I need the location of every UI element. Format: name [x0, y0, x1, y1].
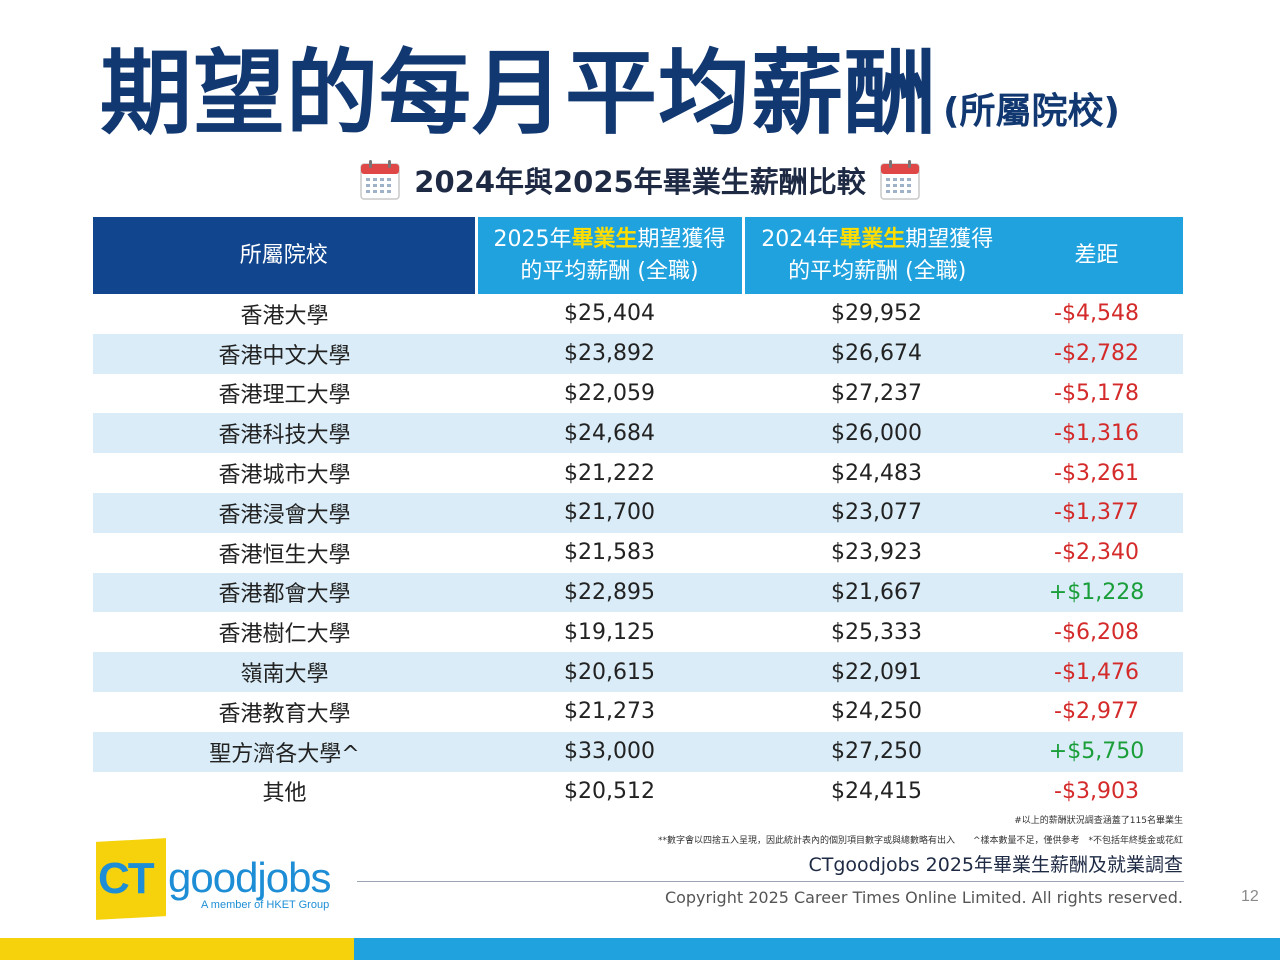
- cell-diff: -$1,316: [1010, 413, 1183, 454]
- cell-diff: -$6,208: [1054, 619, 1139, 645]
- logo-goodjobs: goodjobs: [168, 854, 331, 901]
- cell-2024: $26,674: [743, 333, 1010, 374]
- header-2025: 2025年畢業生期望獲得 的平均薪酬 (全職): [476, 217, 745, 294]
- cell-2024: $26,000: [743, 413, 1010, 454]
- cell-2025: $21,700: [476, 492, 743, 533]
- cell-2024: $21,667: [743, 572, 1010, 613]
- table-row: 嶺南大學 $20,615 $22,091 -$1,476: [93, 652, 1183, 692]
- cell-school: 其他: [262, 781, 307, 807]
- table-row: 香港城市大學 $21,222 $24,483 -$3,261: [93, 453, 1183, 493]
- table-row: 香港都會大學 $22,895 $21,667 +$1,228: [93, 572, 1183, 613]
- cell-school: 香港中文大學: [93, 333, 476, 374]
- cell-2025: $19,125: [564, 619, 655, 645]
- cell-diff: +$1,228: [1010, 572, 1183, 613]
- cell-2025: $24,684: [476, 413, 743, 454]
- copyright: Copyright 2025 Career Times Online Limit…: [664, 888, 1183, 907]
- cell-2025: $23,892: [476, 333, 743, 374]
- notes: #以上的薪酬狀況調查涵蓋了115名畢業生 **數字會以四捨五入呈現，因此統計表內…: [658, 814, 1183, 878]
- cell-school: 香港都會大學: [93, 572, 476, 613]
- cell-school: 香港浸會大學: [93, 492, 476, 533]
- cell-2024: $23,923: [831, 540, 922, 566]
- cell-school: 香港大學: [240, 303, 329, 329]
- cell-2024: $23,077: [743, 492, 1010, 533]
- header-2025-line2: 的平均薪酬 (全職): [520, 258, 699, 284]
- page-title: 期望的每月平均薪酬 (所屬院校): [100, 44, 1120, 144]
- cell-2024: $24,415: [831, 778, 922, 804]
- cell-2024: $22,091: [743, 652, 1010, 692]
- logo-tagline: A member of HKET Group: [201, 899, 330, 911]
- title-sub: (所屬院校): [943, 91, 1120, 132]
- cell-diff: -$2,340: [1054, 540, 1139, 566]
- note-disclaimer: **數字會以四捨五入呈現，因此統計表內的個別項目數字或與總數略有出入 ^樣本數量…: [657, 836, 1183, 846]
- cell-diff: -$1,476: [1010, 652, 1183, 692]
- table-row: 香港教育大學 $21,273 $24,250 -$2,977: [93, 692, 1183, 732]
- cell-diff: -$2,782: [1010, 333, 1183, 374]
- cell-2025: $20,615: [476, 652, 743, 692]
- cell-school: 聖方濟各大學^: [93, 731, 476, 772]
- header-2025-pre: 2025年: [493, 226, 572, 252]
- page-number: 12: [1241, 888, 1259, 905]
- cell-diff: -$3,903: [1054, 778, 1139, 804]
- calendar-icon: [360, 160, 401, 200]
- table-row: 香港科技大學 $24,684 $26,000 -$1,316: [93, 413, 1183, 454]
- cell-school: 嶺南大學: [93, 652, 476, 692]
- footer-band-yellow: [0, 938, 354, 960]
- cell-school: 香港理工大學: [218, 383, 351, 409]
- cell-school: 香港教育大學: [218, 701, 351, 727]
- header-2024: 2024年畢業生期望獲得 的平均薪酬 (全職): [743, 217, 1010, 294]
- cell-diff: -$4,548: [1054, 301, 1139, 327]
- cell-2024: $29,952: [831, 301, 922, 327]
- cell-diff: -$2,977: [1054, 699, 1139, 725]
- logo-ct: CT: [98, 854, 155, 903]
- salary-table: 所屬院校 2025年畢業生期望獲得 的平均薪酬 (全職) 2024年畢業生期望獲…: [93, 217, 1183, 811]
- cell-school: 香港科技大學: [93, 413, 476, 454]
- ctgoodjobs-logo: CT goodjobs A member of HKET Group: [96, 838, 346, 920]
- header-2025-post: 期望獲得: [637, 226, 726, 252]
- cell-diff: -$3,261: [1054, 460, 1139, 486]
- title-main: 期望的每月平均薪酬: [100, 40, 938, 147]
- header-2025-highlight: 畢業生: [571, 226, 638, 252]
- table-row: 香港大學 $25,404 $29,952 -$4,548: [93, 294, 1183, 334]
- table-row: 香港樹仁大學 $19,125 $25,333 -$6,208: [93, 612, 1183, 652]
- cell-2025: $25,404: [564, 301, 655, 327]
- cell-2024: $24,250: [831, 699, 922, 725]
- cell-2024: $24,483: [831, 460, 922, 486]
- footer-band-blue: [354, 938, 1280, 960]
- cell-2025: $22,895: [476, 572, 743, 613]
- cell-school: 香港城市大學: [218, 463, 351, 489]
- cell-diff: -$1,377: [1010, 492, 1183, 533]
- header-2024-line2: 的平均薪酬 (全職): [788, 258, 967, 284]
- note-coverage: #以上的薪酬狀況調查涵蓋了115名畢業生: [1014, 816, 1183, 826]
- table-row: 香港浸會大學 $21,700 $23,077 -$1,377: [93, 492, 1183, 533]
- cell-school: 香港樹仁大學: [218, 622, 351, 648]
- calendar-icon: [879, 160, 920, 200]
- cell-2024: $27,250: [743, 731, 1010, 772]
- survey-title: CTgoodjobs 2025年畢業生薪酬及就業調查: [808, 854, 1184, 876]
- cell-2025: $22,059: [564, 380, 655, 406]
- table-row: 其他 $20,512 $24,415 -$3,903: [93, 772, 1183, 812]
- header-2024-pre: 2024年: [761, 226, 840, 252]
- cell-2025: $21,583: [564, 540, 655, 566]
- header-2024-post: 期望獲得: [905, 226, 994, 252]
- cell-2025: $33,000: [476, 731, 743, 772]
- table-header-row: 所屬院校 2025年畢業生期望獲得 的平均薪酬 (全職) 2024年畢業生期望獲…: [93, 217, 1183, 294]
- cell-2024: $27,237: [831, 380, 922, 406]
- table-row: 香港恒生大學 $21,583 $23,923 -$2,340: [93, 533, 1183, 573]
- header-2024-highlight: 畢業生: [839, 226, 906, 252]
- cell-2024: $25,333: [831, 619, 922, 645]
- cell-2025: $20,512: [564, 778, 655, 804]
- footer-divider: [357, 881, 1184, 882]
- cell-diff: -$5,178: [1054, 380, 1139, 406]
- subtitle-bar: 2024年與2025年畢業生薪酬比較: [341, 156, 939, 204]
- header-school: 所屬院校: [93, 217, 478, 294]
- cell-school: 香港恒生大學: [218, 542, 351, 568]
- table-row: 香港中文大學 $23,892 $26,674 -$2,782: [93, 333, 1183, 374]
- cell-diff: +$5,750: [1010, 731, 1183, 772]
- table-row: 聖方濟各大學^ $33,000 $27,250 +$5,750: [93, 731, 1183, 772]
- header-diff: 差距: [1010, 217, 1183, 294]
- cell-2025: $21,222: [564, 460, 655, 486]
- table-row: 香港理工大學 $22,059 $27,237 -$5,178: [93, 374, 1183, 414]
- subtitle: 2024年與2025年畢業生薪酬比較: [414, 165, 866, 199]
- cell-2025: $21,273: [564, 699, 655, 725]
